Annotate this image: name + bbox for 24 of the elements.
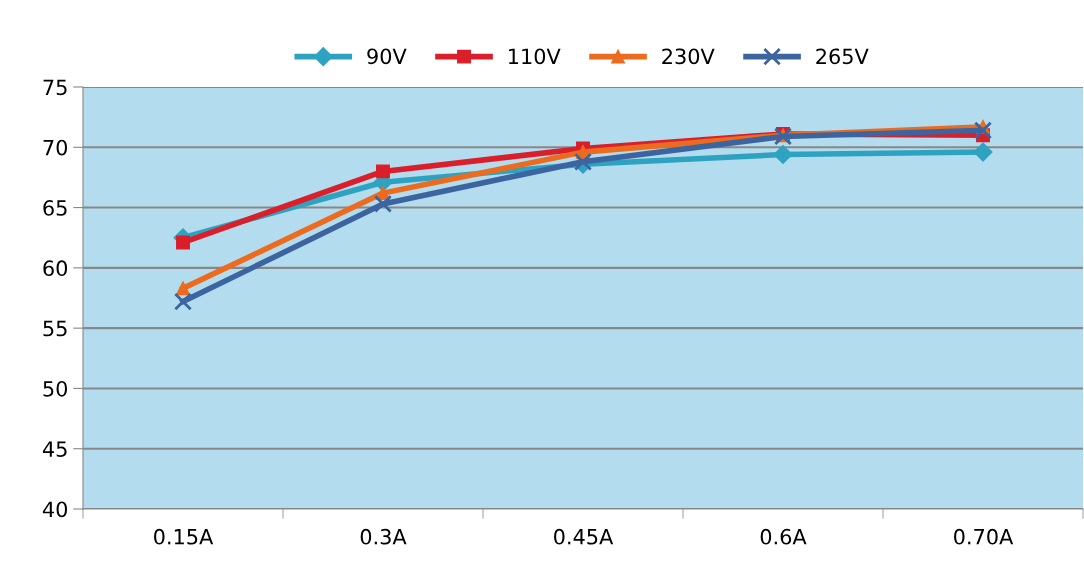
x-tick-label: 0.15A bbox=[154, 528, 214, 545]
legend-label: 230V bbox=[662, 48, 715, 65]
x-tick-label: 0.3A bbox=[360, 528, 407, 545]
y-tick-label: 65 bbox=[43, 200, 67, 216]
y-tick-label: 55 bbox=[43, 320, 67, 337]
point bbox=[973, 142, 993, 162]
y-tick-label: 45 bbox=[42, 441, 67, 457]
y-tick-label: 75 bbox=[43, 79, 67, 96]
x-tick-label: 0.70A bbox=[954, 528, 1014, 545]
point bbox=[376, 164, 390, 179]
legend-label: 90V bbox=[367, 48, 407, 65]
y-tick-label: 50 bbox=[43, 380, 68, 397]
x-tick-label: 0.6A bbox=[760, 528, 807, 545]
point bbox=[373, 194, 393, 213]
point bbox=[176, 235, 190, 250]
y-tick-label: 40 bbox=[42, 501, 68, 518]
legend-label: 265V bbox=[816, 48, 869, 65]
x-tick-label: 0.45A bbox=[554, 528, 614, 545]
point bbox=[773, 144, 793, 165]
point bbox=[173, 292, 193, 311]
y-tick-label: 70 bbox=[43, 139, 68, 156]
legend-label: 110V bbox=[509, 48, 561, 65]
point bbox=[973, 121, 993, 140]
y-tick-label: 60 bbox=[43, 260, 68, 277]
